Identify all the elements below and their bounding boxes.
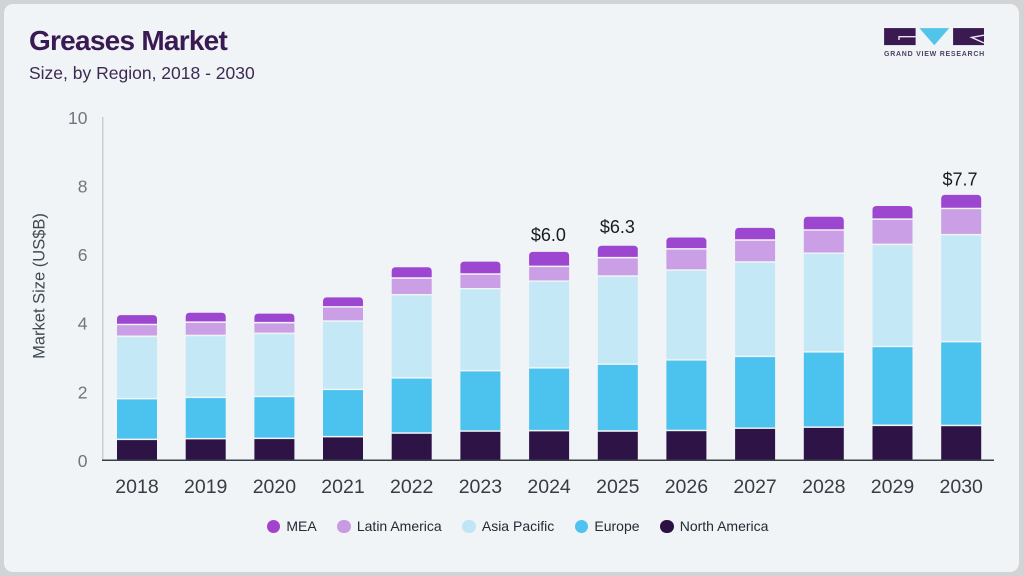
svg-text:2030: 2030 [940,476,984,498]
svg-text:6: 6 [78,245,88,265]
svg-text:Market Size (US$B): Market Size (US$B) [31,213,49,359]
svg-text:2021: 2021 [321,476,364,498]
svg-text:2018: 2018 [115,476,158,498]
svg-text:$6.0: $6.0 [531,225,566,245]
svg-text:2027: 2027 [733,476,776,498]
svg-text:2022: 2022 [390,476,433,498]
svg-text:2026: 2026 [665,476,708,498]
svg-text:2025: 2025 [596,476,640,498]
svg-text:10: 10 [68,108,88,128]
svg-text:2020: 2020 [253,476,297,498]
svg-text:2029: 2029 [871,476,914,498]
svg-text:2028: 2028 [802,476,845,498]
svg-text:4: 4 [78,314,88,334]
svg-text:$6.3: $6.3 [600,217,635,237]
svg-text:$7.7: $7.7 [942,170,977,190]
svg-text:2019: 2019 [184,476,227,498]
svg-text:2024: 2024 [527,476,571,498]
svg-text:2: 2 [78,382,88,402]
svg-text:2023: 2023 [459,476,502,498]
svg-text:8: 8 [78,176,88,196]
svg-text:0: 0 [78,451,88,471]
